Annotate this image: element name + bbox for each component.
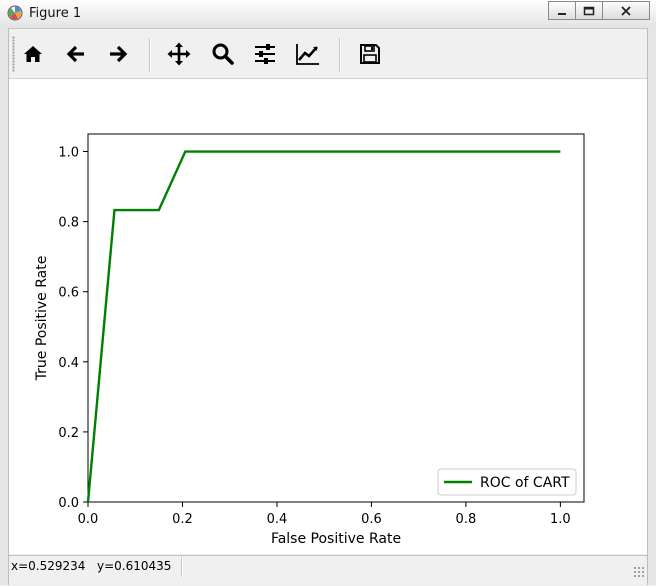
x-tick-label: 0.8 (456, 512, 477, 527)
home-button[interactable] (18, 39, 48, 69)
toolbar-separator (339, 38, 341, 72)
save-button[interactable] (355, 39, 385, 69)
window-controls (548, 1, 650, 20)
figure-canvas[interactable]: 0.0 0.2 0.4 0.6 0.8 1.0 0.0 0.2 0.4 0.6 0.8 1.0 Fa… (9, 79, 647, 554)
y-tick-label: 0.4 (58, 356, 79, 371)
x-axis-title: False Positive Rate (271, 531, 401, 547)
zoom-button[interactable] (208, 39, 238, 69)
maximize-button[interactable] (575, 1, 603, 20)
forward-button[interactable] (103, 39, 133, 69)
window-frame-right (647, 28, 656, 585)
title-bar: Figure 1 (0, 0, 656, 29)
roc-curve-line (86, 150, 561, 503)
pan-button[interactable] (164, 39, 194, 69)
legend: ROC of CART (437, 468, 577, 496)
navigation-toolbar (9, 30, 647, 79)
sliders-icon (255, 44, 275, 64)
y-tick-label: 0.8 (58, 216, 79, 231)
maximize-icon (583, 6, 595, 15)
x-tick-label: 0.2 (172, 512, 193, 527)
roc-chart: 0.0 0.2 0.4 0.6 0.8 1.0 0.0 0.2 0.4 0.6 0.8 1.0 Fa… (34, 133, 585, 547)
x-tick-label: 0.4 (267, 512, 288, 527)
back-button[interactable] (61, 39, 91, 69)
toolbar-grip[interactable] (12, 36, 15, 72)
x-tick-label: 0.0 (78, 512, 99, 527)
home-icon (24, 46, 42, 62)
minimize-button[interactable] (548, 1, 576, 20)
edit-axis-button[interactable] (293, 39, 323, 69)
magnifier-icon (212, 43, 234, 65)
minimize-icon (558, 12, 566, 15)
x-axis-ticks: 0.0 0.2 0.4 0.6 0.8 1.0 (78, 502, 571, 527)
x-tick-label: 0.6 (361, 512, 382, 527)
matplotlib-icon (7, 5, 23, 21)
status-bar: x=0.529234 y=0.610435 (9, 555, 647, 586)
y-tick-label: 0.6 (58, 286, 79, 301)
close-icon (621, 5, 631, 16)
y-tick-label: 1.0 (58, 146, 79, 161)
legend-label: ROC of CART (480, 475, 570, 491)
x-tick-label: 1.0 (550, 512, 571, 527)
line-chart-icon (296, 44, 319, 65)
y-axis-ticks: 0.0 0.2 0.4 0.6 0.8 1.0 (58, 146, 88, 511)
y-axis-title: True Positive Rate (34, 256, 50, 382)
legend-box (437, 468, 577, 496)
status-divider (181, 557, 183, 577)
y-tick-label: 0.0 (58, 496, 79, 511)
floppy-disk-icon (360, 44, 380, 64)
y-tick-label: 0.2 (58, 426, 79, 441)
window-frame-left (0, 28, 9, 585)
move-icon (167, 42, 191, 66)
x-coordinate-readout: x=0.529234 (11, 559, 86, 573)
arrow-right-icon (110, 45, 128, 63)
axes-frame (87, 133, 585, 503)
resize-grip[interactable] (633, 566, 645, 578)
close-button[interactable] (602, 1, 650, 20)
toolbar-separator (149, 38, 151, 72)
window-title: Figure 1 (29, 6, 82, 21)
arrow-left-icon (66, 45, 84, 63)
y-coordinate-readout: y=0.610435 (97, 559, 172, 573)
subplots-button[interactable] (250, 39, 280, 69)
